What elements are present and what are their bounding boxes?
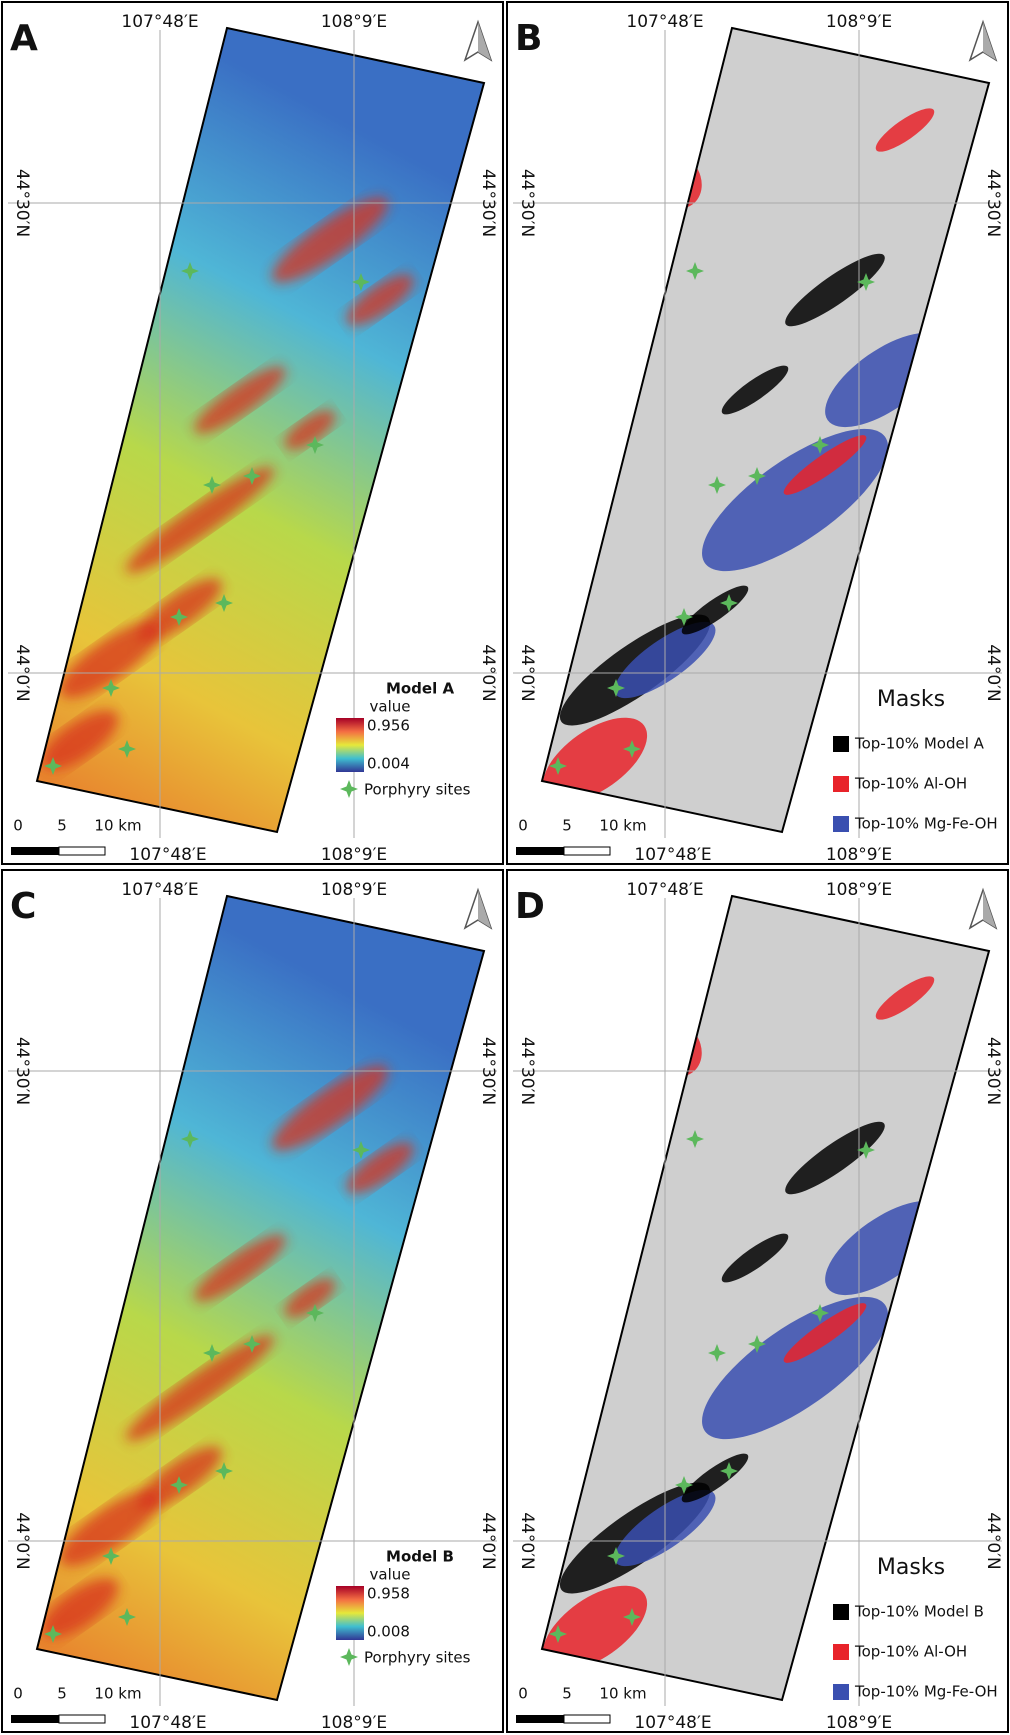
longitude-label: 107°48′E	[121, 12, 198, 32]
longitude-label: 107°48′E	[634, 845, 711, 865]
legend-swatch	[833, 776, 849, 792]
longitude-label: 108°9′E	[321, 845, 387, 865]
latitude-label: 44°30′N	[478, 169, 498, 237]
scale-label: 5	[562, 817, 572, 835]
legend-swatch	[833, 736, 849, 752]
legend-item: Top-10% Al-OH	[854, 1643, 967, 1661]
legend-swatch	[833, 1644, 849, 1660]
longitude-label: 108°9′E	[826, 12, 892, 32]
latitude-label: 44°0′N	[12, 1512, 32, 1570]
scale-label: 10 km	[599, 817, 646, 835]
legend-subtitle: value	[370, 1566, 411, 1584]
scale-bar	[516, 847, 564, 855]
scale-label: 5	[57, 817, 67, 835]
scale-label: 0	[13, 1685, 23, 1703]
longitude-label: 107°48′E	[121, 880, 198, 900]
legend-swatch	[833, 1684, 849, 1700]
latitude-label: 44°0′N	[478, 644, 498, 702]
legend-swatch	[833, 816, 849, 832]
map-panel: C 107°48′E 107°48′E 108°9′E 108°9′E 44°30′N 44…	[2, 870, 503, 1733]
panel-label: C	[10, 886, 36, 927]
colorbar	[336, 718, 364, 772]
legend-subtitle: value	[370, 698, 411, 716]
latitude-label: 44°30′N	[983, 1037, 1003, 1105]
scale-label: 5	[562, 1685, 572, 1703]
scale-label: 0	[518, 1685, 528, 1703]
latitude-label: 44°0′N	[517, 1512, 537, 1570]
latitude-label: 44°0′N	[517, 644, 537, 702]
longitude-label: 108°9′E	[321, 1713, 387, 1733]
latitude-label: 44°30′N	[517, 1037, 537, 1105]
colorbar-min: 0.008	[367, 1623, 410, 1641]
colorbar	[336, 1586, 364, 1640]
panel-label: B	[515, 18, 542, 59]
scale-bar	[11, 1715, 59, 1723]
legend-title: Model B	[386, 1548, 454, 1566]
legend-swatch	[833, 1604, 849, 1620]
legend-sites-label: Porphyry sites	[364, 781, 471, 799]
longitude-label: 107°48′E	[634, 1713, 711, 1733]
scale-bar	[59, 847, 105, 855]
scale-bar	[11, 847, 59, 855]
longitude-label: 108°9′E	[321, 12, 387, 32]
scale-label: 10 km	[94, 1685, 141, 1703]
colorbar-max: 0.956	[367, 717, 410, 735]
latitude-label: 44°30′N	[12, 169, 32, 237]
map-panel: A 107°48′E 107°48′E 108°9′E 108°9′E 44°30′N 44…	[2, 2, 503, 865]
scale-label: 10 km	[599, 1685, 646, 1703]
longitude-label: 108°9′E	[826, 845, 892, 865]
legend-sites-label: Porphyry sites	[364, 1649, 471, 1667]
legend-item: Top-10% Mg-Fe-OH	[854, 1683, 998, 1701]
legend-item: Top-10% Model A	[854, 735, 985, 753]
longitude-label: 108°9′E	[826, 880, 892, 900]
scale-bar	[59, 1715, 105, 1723]
longitude-label: 107°48′E	[626, 880, 703, 900]
longitude-label: 108°9′E	[321, 880, 387, 900]
scale-label: 0	[518, 817, 528, 835]
legend-item: Top-10% Al-OH	[854, 775, 967, 793]
map-panel: D 107°48′E 107°48′E 108°9′E 108°9′E 44°30′N 44…	[507, 870, 1008, 1733]
scale-bar	[516, 1715, 564, 1723]
legend-item: Top-10% Mg-Fe-OH	[854, 815, 998, 833]
scale-bar	[564, 847, 610, 855]
figure: A 107°48′E 107°48′E 108°9′E 108°9′E 44°30′N 44…	[0, 0, 1010, 1735]
longitude-label: 107°48′E	[626, 12, 703, 32]
panel-label: D	[515, 886, 545, 927]
latitude-label: 44°0′N	[983, 644, 1003, 702]
latitude-label: 44°0′N	[478, 1512, 498, 1570]
scale-label: 0	[13, 817, 23, 835]
scale-label: 5	[57, 1685, 67, 1703]
latitude-label: 44°30′N	[478, 1037, 498, 1105]
latitude-label: 44°0′N	[983, 1512, 1003, 1570]
scale-label: 10 km	[94, 817, 141, 835]
legend-title: Masks	[877, 1555, 945, 1580]
scale-bar	[564, 1715, 610, 1723]
map-panel: B 107°48′E 107°48′E 108°9′E 108°9′E 44°30′N 44…	[507, 2, 1008, 865]
colorbar-max: 0.958	[367, 1585, 410, 1603]
latitude-label: 44°30′N	[12, 1037, 32, 1105]
longitude-label: 108°9′E	[826, 1713, 892, 1733]
panel-label: A	[10, 18, 38, 59]
latitude-label: 44°0′N	[12, 644, 32, 702]
legend-title: Model A	[386, 680, 455, 698]
longitude-label: 107°48′E	[129, 845, 206, 865]
legend-title: Masks	[877, 687, 945, 712]
longitude-label: 107°48′E	[129, 1713, 206, 1733]
latitude-label: 44°30′N	[983, 169, 1003, 237]
latitude-label: 44°30′N	[517, 169, 537, 237]
colorbar-min: 0.004	[367, 755, 410, 773]
legend-item: Top-10% Model B	[854, 1603, 984, 1621]
